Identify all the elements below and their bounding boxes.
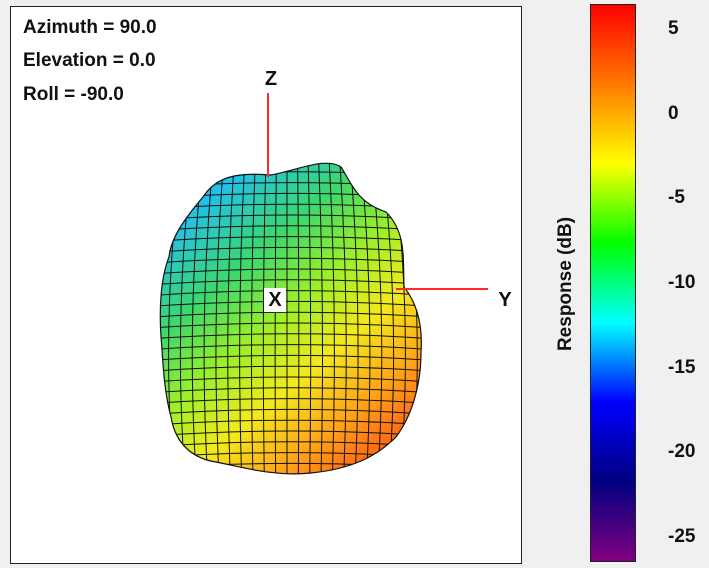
colorbar: [590, 4, 638, 564]
colorbar-label: Response (dB): [555, 216, 576, 352]
azimuth-label: Azimuth = 90.0: [23, 17, 157, 38]
radiation-surface: [159, 162, 422, 475]
elevation-label: Elevation = 0.0: [23, 50, 156, 71]
colorbar-tick: -15: [668, 356, 696, 378]
colorbar-tick: -5: [668, 187, 685, 209]
y-axis-label: Y: [498, 289, 512, 311]
colorbar-gradient: [590, 4, 636, 562]
colorbar-tick: -20: [668, 441, 696, 463]
x-axis-label: X: [268, 289, 282, 311]
colorbar-tick: 0: [668, 102, 679, 124]
x-axis-label-bg: [264, 288, 286, 312]
radiation-pattern-plot: Z Y X: [159, 68, 512, 475]
surface-body: [159, 162, 422, 475]
z-axis-label: Z: [265, 68, 277, 90]
colorbar-tick: -25: [668, 525, 696, 547]
roll-label: Roll = -90.0: [23, 84, 124, 105]
colorbar-tick: -10: [668, 272, 696, 293]
plot-panel: Z Y X Azimuth = 90.0 Elevation = 0.0 Roll …: [10, 6, 522, 564]
colorbar-tick: 5: [668, 18, 679, 40]
axes-lines: Z Y X: [264, 68, 512, 312]
